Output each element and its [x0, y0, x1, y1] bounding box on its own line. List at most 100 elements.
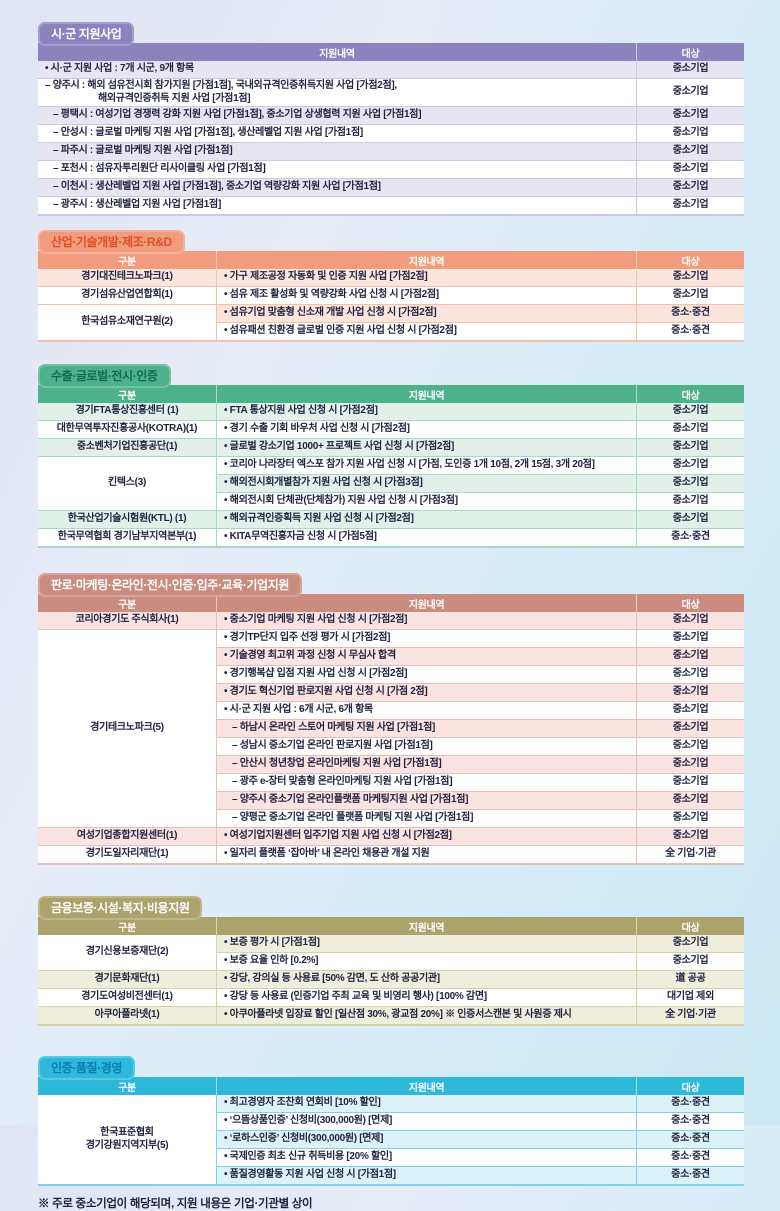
- detail-cell: • 섬유패션 친환경 글로벌 인증 지원 사업 신청 시 [가점2점]: [216, 322, 636, 340]
- table-row: – 평택시 : 여성기업 경쟁력 강화 지원 사업 [가점1점], 중소기업 상…: [38, 106, 744, 124]
- column-header-target: 대상: [636, 594, 744, 612]
- column-header-detail: 지원내역: [216, 594, 636, 612]
- detail-cell: – 양평군 중소기업 온라인 플랫폼 마케팅 지원 사업 [가점1점]: [216, 809, 636, 827]
- table-row: 한국무역협회 경기남부지역본부(1) • KITA무역진흥자금 신청 시 [가점5…: [38, 528, 744, 546]
- detail-cell: – 평택시 : 여성기업 경쟁력 강화 지원 사업 [가점1점], 중소기업 상…: [38, 106, 636, 124]
- target-cell: 중소기업: [636, 719, 744, 737]
- table-row: – 양평군 중소기업 온라인 플랫폼 마케팅 지원 사업 [가점1점] 중소기업: [38, 809, 744, 827]
- target-cell: 중소·중견: [636, 304, 744, 322]
- detail-cell: – 하남시 온라인 스토어 마케팅 지원 사업 [가점1점]: [216, 719, 636, 737]
- detail-cell: • ‘으뜸상품인증’ 신청비(300,000원) [면제]: [216, 1112, 636, 1130]
- target-cell: 중소기업: [636, 160, 744, 178]
- detail-cell: • 중소기업 마케팅 지원 사업 신청 시 [가점2점]: [216, 612, 636, 629]
- detail-cell: • 최고경영자 조찬회 연회비 [10% 할인]: [216, 1095, 636, 1112]
- target-cell: 중소기업: [636, 510, 744, 528]
- column-header-detail: 지원내역: [216, 251, 636, 269]
- footer-note: ※ 주로 중소기업이 해당되며, 지원 내용은 기업·기관별 상이: [38, 1198, 313, 1210]
- detail-cell: • 여성기업지원센터 입주기업 지원 사업 신청 시 [가점2점]: [216, 827, 636, 845]
- target-cell: 중소기업: [636, 196, 744, 214]
- detail-cell: • 강당 등 사용료 (인증기업 주최 교육 및 비영리 행사) [100% 감…: [216, 988, 636, 1006]
- category-cell: 경기대진테크노파크(1): [38, 269, 216, 286]
- target-cell: 중소기업: [636, 286, 744, 304]
- target-cell: 중소기업: [636, 683, 744, 701]
- table-row: • 해외전시회 단체관(단체참가) 지원 사업 신청 시 [가점3점] 중소기업: [38, 492, 744, 510]
- section-export-global: 수출·글로벌·전시·인증 구분 지원내역 대상 경기FTA통상진흥센터 (1) • FTA…: [38, 364, 744, 548]
- table-row: 킨텍스(3) • 코리아 나라장터 엑스포 참가 지원 사업 신청 시 [가점, …: [38, 456, 744, 510]
- detail-cell: – 이천시 : 생산레벨업 지원 사업 [가점1점], 중소기업 역량강화 지원…: [38, 178, 636, 196]
- column-header-category: 구분: [38, 917, 216, 935]
- table-row: • 경기도 혁신기업 판로지원 사업 신청 시 [가점 2점] 중소기업: [38, 683, 744, 701]
- category-cell: 여성기업종합지원센터(1): [38, 827, 216, 845]
- detail-cell: • 해외규격인증획득 지원 사업 신청 시 [가점2점]: [216, 510, 636, 528]
- target-cell: 중소기업: [636, 78, 744, 106]
- table-row: – 이천시 : 생산레벨업 지원 사업 [가점1점], 중소기업 역량강화 지원…: [38, 178, 744, 196]
- table-row: 한국표준협회 경기강원지역지부(5) • 최고경영자 조찬회 연회비 [10% 할…: [38, 1095, 744, 1184]
- section-cert-quality: 인증·품질·경영 구분 지원내역 대상 한국표준협회 경기강원지역지부(5) • 최고경영…: [38, 1056, 744, 1186]
- detail-cell: • 해외전시회 단체관(단체참가) 지원 사업 신청 시 [가점3점]: [216, 492, 636, 510]
- detail-cell: • 시·군 지원 사업 : 6개 시군, 6개 항목: [216, 701, 636, 719]
- table-row: – 하남시 온라인 스토어 마케팅 지원 사업 [가점1점] 중소기업: [38, 719, 744, 737]
- header-row: 구분 지원내역 대상: [38, 917, 744, 935]
- target-cell: 중소기업: [636, 773, 744, 791]
- column-header-target: 대상: [636, 385, 744, 403]
- section-title: 금융보증·시설·복지·비용지원: [51, 901, 190, 915]
- section-title: 판로·마케팅·온라인·전시·인증·입주·교육·기업지원: [51, 578, 289, 592]
- table-row: – 성남시 중소기업 온라인 판로지원 사업 [가점1점] 중소기업: [38, 737, 744, 755]
- detail-cell: • 품질경영활동 지원 사업 신청 시 [가점1점]: [216, 1166, 636, 1184]
- category-cell: 경기FTA통상진흥센터 (1): [38, 403, 216, 420]
- header-row: 구분 지원내역 대상: [38, 594, 744, 612]
- target-cell: 중소기업: [636, 178, 744, 196]
- target-cell: 중소·중견: [636, 1130, 744, 1148]
- category-cell: 한국산업기술시험원(KTL) (1): [38, 510, 216, 528]
- target-cell: 중소·중견: [636, 1095, 744, 1112]
- target-cell: 중소기업: [636, 492, 744, 510]
- column-header-target: 대상: [636, 251, 744, 269]
- detail-cell: • 기술경영 최고위 과정 신청 시 무심사 합격: [216, 647, 636, 665]
- table-row: 아쿠아플라넷(1) • 아쿠아플라넷 입장료 할인 [일산점 30%, 광교점 2…: [38, 1006, 744, 1024]
- section-title-tab: 시·군 지원사업: [38, 22, 135, 46]
- target-cell: 중소기업: [636, 647, 744, 665]
- table-row: 경기신용보증재단(2) • 보증 평가 시 [가점1점] 중소기업: [38, 935, 744, 970]
- target-cell: 중소기업: [636, 420, 744, 438]
- column-header-category: 구분: [38, 385, 216, 403]
- category-cell: 경기신용보증재단(2): [38, 935, 216, 970]
- target-cell: 중소기업: [636, 737, 744, 755]
- section-title-tab: 금융보증·시설·복지·비용지원: [38, 896, 203, 920]
- table-row: – 광주시 : 생산레벨업 지원 사업 [가점1점] 중소기업: [38, 196, 744, 214]
- table-row: 경기도일자리재단(1) • 일자리 플랫폼 ‘잡아바’ 내 온라인 채용관 개설 …: [38, 845, 744, 863]
- detail-cell: • 시·군 지원 사업 : 7개 시군, 9개 항목: [38, 61, 636, 78]
- target-cell: 중소기업: [636, 701, 744, 719]
- target-cell: 중소기업: [636, 629, 744, 647]
- table-row: • 경기행복샵 입점 지원 사업 신청 시 [가점2점] 중소기업: [38, 665, 744, 683]
- detail-cell: • 해외전시회개별참가 지원 사업 신청 시 [가점3점]: [216, 474, 636, 492]
- table-row: • 해외전시회개별참가 지원 사업 신청 시 [가점3점] 중소기업: [38, 474, 744, 492]
- detail-cell: • 경기도 혁신기업 판로지원 사업 신청 시 [가점 2점]: [216, 683, 636, 701]
- target-cell: 중소기업: [636, 269, 744, 286]
- table-row: – 광주 e-장터 맞춤형 온라인마케팅 지원 사업 [가점1점] 중소기업: [38, 773, 744, 791]
- target-cell: 중소·중견: [636, 528, 744, 546]
- detail-cell: • 보증 요율 인하 [0.2%]: [216, 952, 636, 970]
- table-row: • 시·군 지원 사업 : 7개 시군, 9개 항목 중소기업: [38, 61, 744, 78]
- category-cell: 한국표준협회 경기강원지역지부(5): [38, 1095, 216, 1184]
- target-cell: 중소기업: [636, 106, 744, 124]
- header-row: 구분 지원내역 대상: [38, 385, 744, 403]
- detail-cell: • 강당, 강의실 등 사용료 [50% 감면, 도 산하 공공기관]: [216, 970, 636, 988]
- support-table: 구분 지원내역 대상 경기신용보증재단(2) • 보증 평가 시 [가점1점] 중소기업 •…: [38, 917, 744, 1026]
- table-row: 경기섬유산업연합회(1) • 섬유 제조 활성화 및 역량강화 사업 신청 시 […: [38, 286, 744, 304]
- target-cell: 대기업 제외: [636, 988, 744, 1006]
- target-cell: 道 공공: [636, 970, 744, 988]
- table-row: • 보증 요율 인하 [0.2%] 중소기업: [38, 952, 744, 970]
- section-industry-rnd: 산업·기술개발·제조·R&D 구분 지원내역 대상 경기대진테크노파크(1) • 가구 제…: [38, 230, 744, 342]
- table-row: 한국섬유소재연구원(2) • 섬유기업 맞춤형 신소재 개발 사업 신청 시 [가…: [38, 304, 744, 340]
- target-cell: 중소기업: [636, 124, 744, 142]
- section-title: 산업·기술개발·제조·R&D: [51, 235, 172, 249]
- detail-cell: – 양주시 : 해외 섬유전시회 참가지원 [가점1점], 국내외규격인증취득지…: [38, 78, 636, 106]
- category-cell: 경기섬유산업연합회(1): [38, 286, 216, 304]
- category-cell: 경기도여성비전센터(1): [38, 988, 216, 1006]
- section-si-gun-support: 시·군 지원사업 지원내역 대상 • 시·군 지원 사업 : 7개 시군, 9개 항목…: [38, 22, 744, 216]
- target-cell: 중소·중견: [636, 1112, 744, 1130]
- detail-cell: • 보증 평가 시 [가점1점]: [216, 935, 636, 952]
- target-cell: 중소기업: [636, 935, 744, 952]
- detail-cell: • FTA 통상지원 사업 신청 시 [가점2점]: [216, 403, 636, 420]
